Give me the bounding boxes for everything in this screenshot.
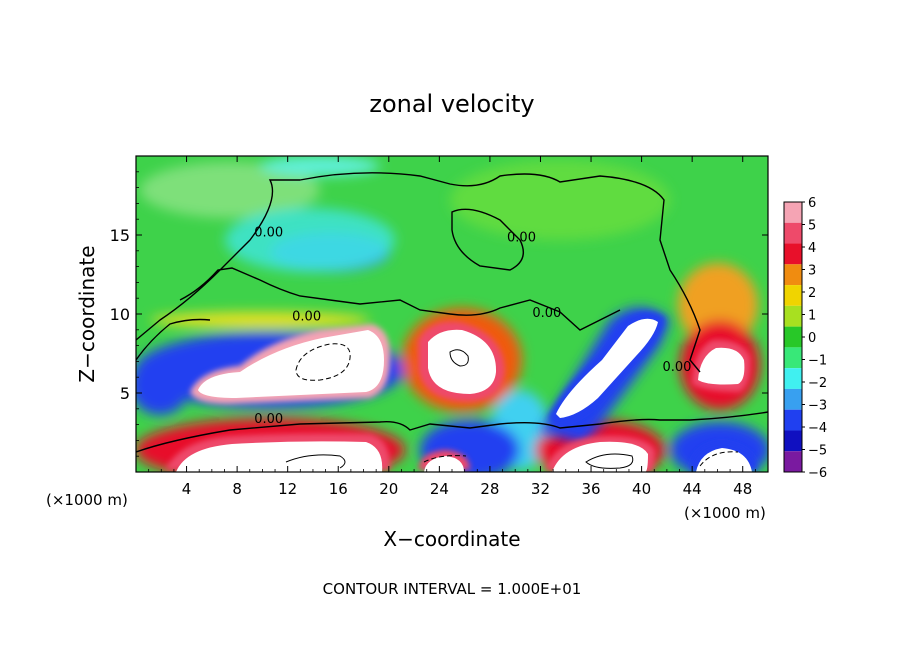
white-center-jet — [428, 329, 497, 394]
colorbar-label: −3 — [808, 399, 827, 414]
white-lower-band — [176, 441, 383, 472]
white-lower-right — [696, 448, 752, 472]
colorbar-swatch — [784, 285, 802, 306]
contour-label: 0.00 — [254, 412, 283, 427]
white-right-jet — [698, 347, 745, 385]
inner-contour-lower-center — [585, 453, 634, 469]
contour-zero-low — [136, 411, 768, 453]
colorbar-swatch — [784, 430, 802, 452]
colorbar-swatch — [784, 451, 802, 472]
x-tick-label: 8 — [232, 480, 242, 498]
colorbar-swatch — [784, 388, 802, 410]
y-tick-label: 10 — [110, 305, 130, 324]
colorbar-label: 3 — [808, 264, 816, 279]
x-tick-label: 32 — [531, 480, 550, 498]
x-tick-label: 36 — [581, 480, 600, 498]
colorbar-label: −5 — [808, 444, 827, 459]
colorbar-label: 2 — [808, 286, 816, 301]
inner-contour-center — [449, 349, 469, 367]
upper-left-light-green — [140, 162, 320, 218]
colorbar-label: 1 — [808, 309, 816, 324]
zero-contours — [136, 172, 768, 453]
contour-label: 0.00 — [507, 230, 536, 245]
white-diagonal-jet — [556, 318, 658, 418]
contour-interval-note: CONTOUR INTERVAL = 1.000E+01 — [323, 580, 582, 598]
colorbar-label: −2 — [808, 376, 827, 391]
x-tick-label: 24 — [430, 480, 449, 498]
colorbar-swatch — [784, 305, 802, 327]
x-tick-label: 16 — [329, 480, 348, 498]
x-tick-label: 20 — [379, 480, 398, 498]
negative-cyan-plume — [225, 208, 395, 272]
white-left-jet — [198, 330, 384, 398]
colorbar-swatch — [784, 368, 802, 389]
colorbar-label: −1 — [808, 354, 827, 369]
y-axis-label: Z−coordinate — [75, 245, 99, 382]
contour-label: 0.00 — [663, 360, 692, 375]
x-tick-label: 48 — [733, 480, 752, 498]
colorbar-label: −6 — [808, 466, 827, 481]
colorbar-swatch — [784, 243, 802, 265]
contour-label: 0.00 — [292, 309, 321, 324]
inner-contour-lower-left — [285, 454, 346, 469]
x-unit-left: (×1000 m) — [46, 491, 128, 509]
colorbar-swatch — [784, 264, 802, 286]
contour-zero-island — [451, 208, 524, 271]
colorbar-swatch — [784, 222, 802, 244]
y-tick-label: 5 — [120, 384, 130, 403]
colorbar-swatch — [784, 326, 802, 348]
upper-cyan-patch — [260, 156, 380, 176]
blue-left-edge — [136, 355, 190, 415]
colorbar-label: 6 — [808, 196, 816, 211]
contour-zero-upper — [136, 172, 701, 373]
x-unit-right: (×1000 m) — [684, 504, 766, 522]
colorbar-swatch — [784, 409, 802, 431]
x-tick-label: 12 — [278, 480, 297, 498]
positive-inner-contours — [285, 349, 634, 469]
heatmap-field — [136, 156, 768, 472]
lime-top-right — [450, 160, 670, 240]
yellow-band-1 — [150, 312, 370, 328]
contour-labels: 0.00 0.00 0.00 0.00 0.00 0.00 — [254, 226, 691, 427]
x-axis-label: X−coordinate — [383, 527, 520, 551]
y-axis-ticks: 5 10 15 — [110, 171, 768, 457]
y-tick-label: 15 — [110, 226, 130, 245]
dashed-contour-lower — [423, 455, 467, 463]
x-tick-label: 44 — [683, 480, 702, 498]
x-tick-label: 28 — [480, 480, 499, 498]
contour-zero-left-edge — [136, 318, 211, 361]
colorbar-label: −4 — [808, 421, 827, 436]
x-tick-label: 4 — [182, 480, 192, 498]
white-lower-small — [424, 456, 464, 472]
contour-zero-mid — [179, 267, 621, 331]
x-tick-label: 40 — [632, 480, 651, 498]
contour-label: 0.00 — [254, 226, 283, 241]
colorbar-swatch — [784, 347, 802, 369]
negative-contours — [295, 343, 739, 467]
dashed-contour-left — [295, 343, 351, 381]
contour-label: 0.00 — [532, 306, 561, 321]
colorbar-label: 5 — [808, 219, 816, 234]
colorbar-label: 0 — [808, 331, 816, 346]
x-axis-ticks: 4 8 12 16 20 24 28 32 36 40 44 48 — [148, 156, 756, 498]
colorbar: 6 5 4 3 2 1 0 −1 −2 −3 −4 −5 −6 — [783, 196, 827, 481]
colorbar-label: 4 — [808, 241, 816, 256]
colorbar-swatch — [784, 202, 802, 223]
dashed-contour-right — [699, 451, 739, 467]
chart-title: zonal velocity — [369, 90, 534, 118]
white-lower-center — [552, 441, 648, 472]
